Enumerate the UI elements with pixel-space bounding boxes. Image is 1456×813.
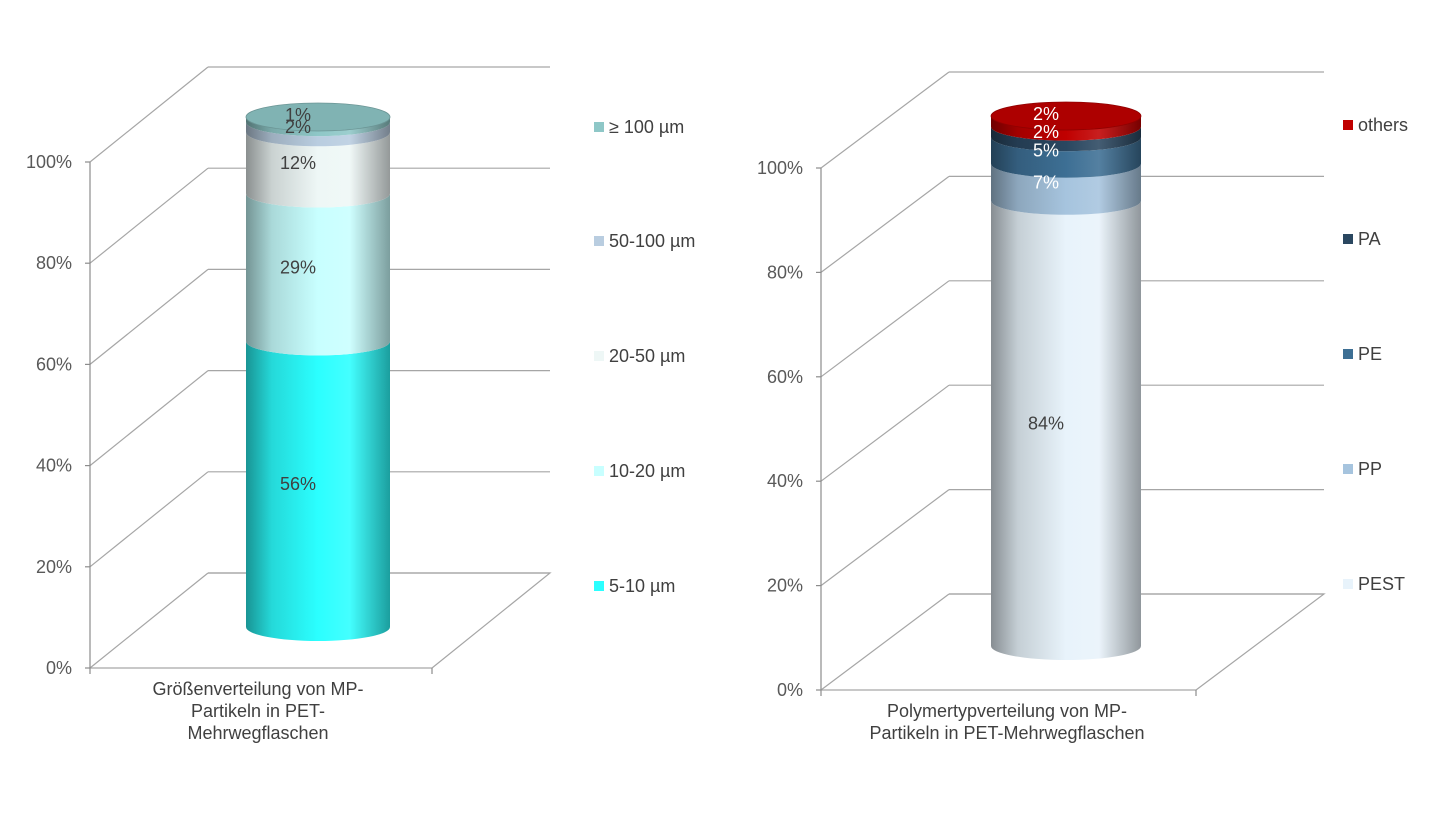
legend-label: PP <box>1358 459 1382 479</box>
value-tick-label: 20% <box>36 557 72 577</box>
category-label: Mehrwegflaschen <box>187 723 328 743</box>
value-tick-label: 0% <box>777 680 803 700</box>
bar-segment-100-m <box>246 117 390 137</box>
legend-swatch <box>1343 234 1353 244</box>
value-tick-label: 100% <box>26 152 72 172</box>
side-wall-gridline <box>820 489 950 587</box>
bar-segment-pe <box>991 137 1141 178</box>
legend-swatch <box>594 351 604 361</box>
value-tick-label: 80% <box>767 262 803 282</box>
stacked-cylinder <box>245 102 391 641</box>
side-wall-gridline <box>89 572 209 669</box>
bar-segment-others <box>991 116 1141 141</box>
legend-swatch <box>1343 464 1353 474</box>
category-label: Polymertypverteilung von MP- <box>887 701 1127 721</box>
bar-segment-pa <box>991 126 1141 152</box>
category-label: Größenverteilung von MP- <box>152 679 363 699</box>
legend-swatch <box>594 466 604 476</box>
legend-swatch <box>594 122 604 132</box>
data-label: 2% <box>1033 104 1059 124</box>
data-label: 84% <box>1028 413 1064 433</box>
data-label: 1% <box>285 105 311 125</box>
data-label: 5% <box>1033 140 1059 160</box>
side-wall-gridline <box>89 66 209 163</box>
side-wall-gridline <box>89 268 209 365</box>
category-label: Partikeln in PET- <box>191 701 325 721</box>
value-tick-label: 100% <box>757 158 803 178</box>
bar-segment-50-100-m <box>246 122 390 147</box>
bar-segment-pest <box>991 200 1141 661</box>
value-tick-label: 60% <box>36 354 72 374</box>
legend-label: PEST <box>1358 574 1405 594</box>
category-label: Partikeln in PET-Mehrwegflaschen <box>869 723 1144 743</box>
data-label: 12% <box>280 153 316 173</box>
legend-swatch <box>594 581 604 591</box>
legend-label: others <box>1358 115 1408 135</box>
cylinder-top-cap <box>990 101 1142 131</box>
legend-label: 20-50 µm <box>609 346 685 366</box>
side-wall-gridline <box>89 167 209 264</box>
data-label: 2% <box>285 117 311 137</box>
data-label: 29% <box>280 257 316 277</box>
bar-segment-10-20-m <box>246 193 390 356</box>
legend-label: 10-20 µm <box>609 461 685 481</box>
legend-label: PA <box>1358 229 1381 249</box>
side-wall-gridline <box>89 370 209 467</box>
side-wall-gridline <box>89 471 209 568</box>
side-wall-gridline <box>820 175 950 273</box>
value-tick-label: 40% <box>36 456 72 476</box>
legend-swatch <box>594 236 604 246</box>
legend-label: 5-10 µm <box>609 576 675 596</box>
legend-label: 50-100 µm <box>609 231 695 251</box>
legend: 5-10 µm 10-20 µm 20-50 µm 50-100 µm ≥ 100 µm <box>594 117 695 596</box>
bar-segment-5-10-m <box>246 341 390 641</box>
value-tick-label: 0% <box>46 658 72 678</box>
polymer-type-chart: 0%20%40%60%80%100%84%7%5%2%2%Polymertypv… <box>757 71 1408 743</box>
legend-label: ≥ 100 µm <box>609 117 684 137</box>
data-label: 56% <box>280 474 316 494</box>
bar-segment-20-50-m <box>246 132 390 208</box>
legend-swatch <box>1343 120 1353 130</box>
data-label: 2% <box>1033 122 1059 142</box>
legend-swatch <box>1343 579 1353 589</box>
value-tick-label: 80% <box>36 253 72 273</box>
side-wall-gridline <box>820 280 950 378</box>
stacked-cylinder <box>990 101 1142 661</box>
legend: PEST PP PE PA others <box>1343 115 1408 594</box>
value-tick-label: 20% <box>767 576 803 596</box>
side-wall-gridline <box>820 593 950 691</box>
side-wall-gridline <box>820 71 950 169</box>
size-distribution-chart: 0% 20% 40% 60% 80% 100% 56% 29% 12% 2%1% Größenver… <box>26 66 695 743</box>
legend-swatch <box>1343 349 1353 359</box>
data-label: 7% <box>1033 172 1059 192</box>
side-wall-gridline <box>820 384 950 482</box>
bar-segment-pp <box>991 163 1141 215</box>
value-tick-label: 40% <box>767 471 803 491</box>
legend-label: PE <box>1358 344 1382 364</box>
value-tick-label: 60% <box>767 367 803 387</box>
cylinder-top-cap <box>245 102 391 132</box>
